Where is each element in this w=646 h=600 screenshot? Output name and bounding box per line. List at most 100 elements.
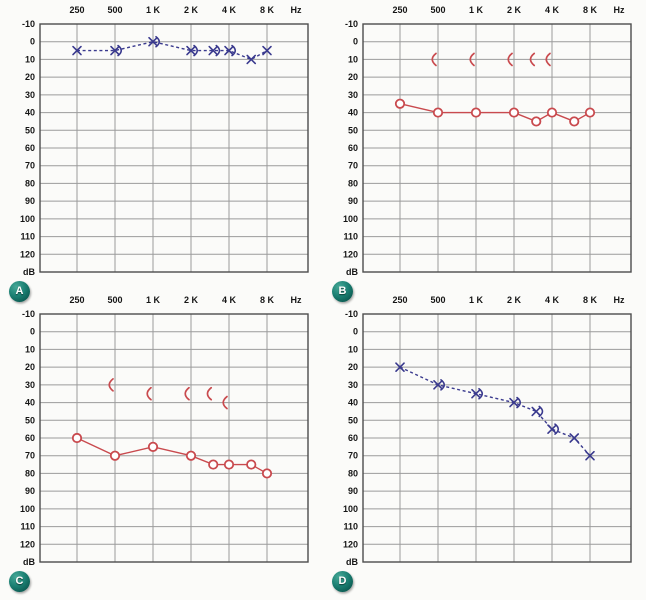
bracket-right-marker [193,44,199,57]
y-axis-tick-label: 40 [348,398,358,408]
plot-border [39,23,309,273]
x-axis-tick-label: 2 K [184,295,199,305]
audiogram-panel-d: 250 500 1 K 2 K 4 K 8 K Hz -10 0 10 20 30 40 50 60 70 80… [323,290,646,595]
panel-badge-letter-c: C [15,575,24,587]
x-marker [186,45,196,56]
panel-badge-letter-d: D [338,575,347,587]
bracket-right-marker [440,379,446,391]
y-axis-tick-label: 0 [353,37,358,47]
y-axis-tick-label: 30 [348,380,358,390]
circle-marker [432,107,444,118]
circle-marker [470,107,482,118]
y-axis-tick-label: 100 [343,214,358,224]
y-axis-tick-label: 80 [25,178,35,188]
bracket-right-marker [478,387,484,400]
panel-badge-letter-b: B [338,285,347,297]
x-marker [110,45,120,56]
panel-badge-a: A [9,281,30,302]
x-marker [395,362,405,372]
bracket-right-marker [155,35,161,48]
audiogram-panel-c: 250 500 1 K 2 K 4 K 8 K Hz -10 0 10 20 30 40 50 60 70 80… [0,290,323,595]
circle-marker [531,116,542,127]
x-axis-tick-label: 250 [392,295,407,305]
y-axis-tick-label: 80 [348,178,358,188]
circle-marker [147,441,159,452]
bracket-left-marker [184,386,190,401]
bracket-right-marker [231,44,237,57]
audiogram-chart-a: 250 500 1 K 2 K 4 K 8 K Hz -10 0 10 20 30 40 50 60 70 80… [20,5,309,277]
x-marker [509,397,519,408]
y-axis-tick-label: 30 [348,90,358,100]
y-axis-tick-label: -10 [22,19,35,29]
bracket-left-marker [545,52,551,67]
bracket-left-marker [469,52,475,67]
x-axis-tick-label: 4 K [545,295,560,305]
circle-marker [208,459,219,470]
y-axis-tick-label: 30 [25,380,35,390]
x-marker [224,45,234,56]
circle-marker [394,98,406,109]
x-marker [547,424,557,434]
panel-badge-letter-a: A [15,285,24,297]
x-axis-tick-label: 250 [69,295,84,305]
x-marker [148,36,158,47]
y-axis-tick-label: 40 [25,398,35,408]
y-axis-tick-label: 120 [20,539,35,549]
y-axis-tick-label: 120 [343,539,358,549]
x-axis-tick-label: 2 K [507,5,522,15]
bracket-left-marker [206,386,213,401]
circle-marker [508,107,520,118]
y-axis-tick-label: 60 [348,433,358,443]
y-axis-tick-label: 70 [348,451,358,461]
panel-badge-d: D [332,571,353,592]
y-axis-tick-label: -10 [22,309,35,319]
x-axis-tick-label: 1 K [146,5,161,15]
x-axis-unit-label: Hz [614,5,625,15]
x-axis-unit-label: Hz [614,295,625,305]
y-axis-unit-label: dB [23,557,35,567]
bracket-left-marker [529,52,536,67]
x-axis-tick-label: 250 [392,5,407,15]
audiogram-panel-b: 250 500 1 K 2 K 4 K 8 K Hz -10 0 10 20 30 40 50 60 70 80… [323,0,646,305]
x-axis-tick-label: 250 [69,5,84,15]
y-axis-tick-label: 90 [348,196,358,206]
y-axis-unit-label: dB [23,267,35,277]
y-axis-tick-label: 0 [30,327,35,337]
y-axis-tick-label: 20 [348,362,358,372]
circle-marker [569,116,580,127]
series-line-air-conduction-x [77,40,268,61]
bracket-left-marker [108,378,114,392]
y-axis-tick-label: -10 [345,19,358,29]
plot-border [362,23,632,273]
x-axis-tick-label: 1 K [469,5,484,15]
x-axis-tick-label: 4 K [545,5,560,15]
y-axis-tick-label: 60 [25,433,35,443]
y-axis-tick-label: 20 [25,72,35,82]
y-axis-tick-label: 50 [25,125,35,135]
x-axis-tick-label: 8 K [260,5,275,15]
x-marker [72,45,82,56]
y-axis-tick-label: 100 [20,214,35,224]
y-axis-tick-label: 110 [343,522,358,532]
x-axis-tick-label: 2 K [184,5,199,15]
y-axis-tick-label: 40 [25,108,35,118]
x-axis-tick-label: 8 K [583,295,598,305]
y-axis-tick-label: 10 [25,54,35,64]
y-axis-unit-label: dB [346,267,358,277]
audiogram-chart-d: 250 500 1 K 2 K 4 K 8 K Hz -10 0 10 20 30 40 50 60 70 80… [343,295,632,567]
x-marker [246,54,257,65]
circle-marker [185,450,197,461]
panel-badge-c: C [9,571,30,592]
y-axis-tick-label: 10 [25,344,35,354]
y-axis-tick-label: 100 [20,504,35,514]
x-marker [208,45,219,56]
plot-border [39,313,309,563]
y-axis-tick-label: 20 [348,72,358,82]
x-marker [569,433,580,443]
y-axis-tick-label: 120 [20,249,35,259]
y-axis-tick-label: 90 [25,196,35,206]
circle-marker [546,107,558,118]
circle-marker [223,459,235,470]
x-axis-tick-label: 8 K [583,5,598,15]
